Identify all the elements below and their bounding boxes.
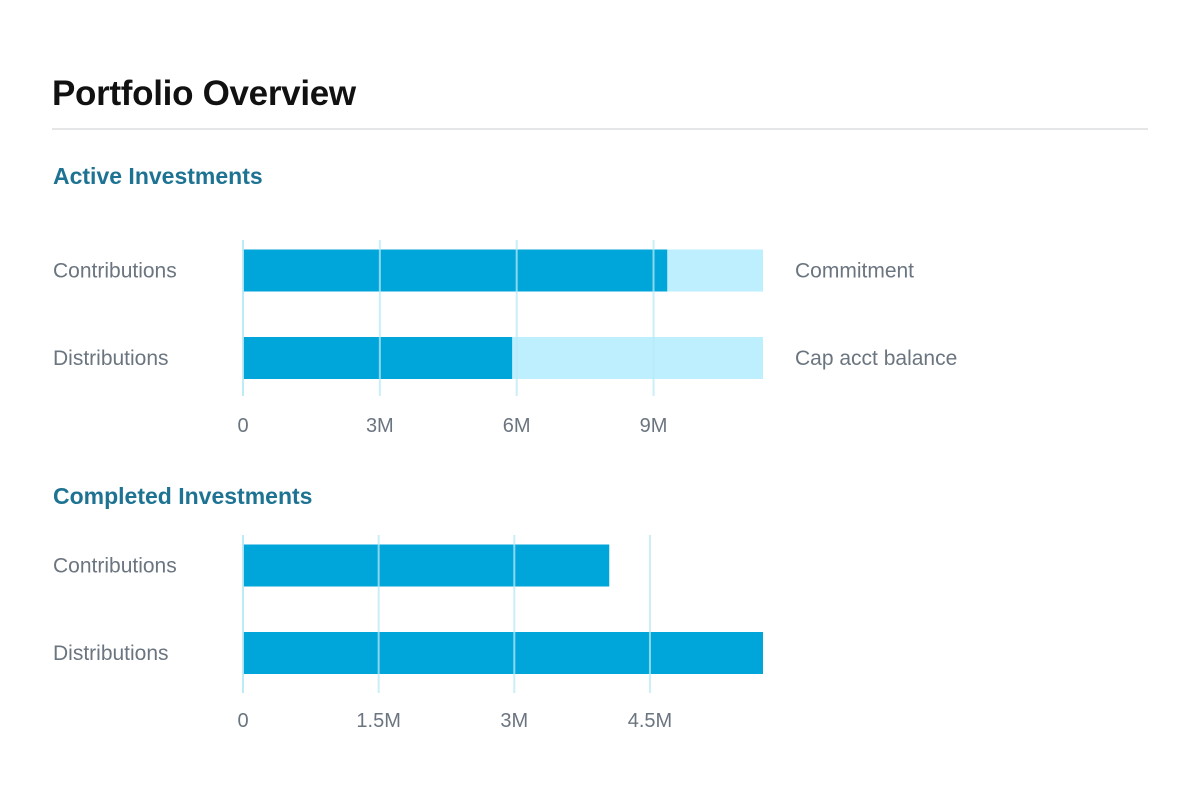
active-category-label: Contributions xyxy=(53,260,177,283)
completed-investments-title: Completed Investments xyxy=(53,483,313,509)
completed-category-label: Distributions xyxy=(53,642,169,665)
completed-tick-label: 4.5M xyxy=(628,710,672,732)
completed-bar-contributions xyxy=(243,544,610,587)
completed-tick-label: 0 xyxy=(237,710,248,732)
completed-investments-chart: 0 1.5M 3M 4.5M Contributions Distributions xyxy=(53,535,763,732)
active-bar-distributions xyxy=(243,337,513,379)
active-tick-label: 6M xyxy=(503,415,531,437)
active-category-label: Distributions xyxy=(53,347,169,370)
active-bar-end-label: Cap acct balance xyxy=(795,347,957,370)
completed-category-label: Contributions xyxy=(53,555,177,578)
active-tick-label: 9M xyxy=(640,415,668,437)
completed-bar-distributions xyxy=(243,632,763,674)
active-investments-chart: 0 3M 6M 9M Contributions Distributions Commitm… xyxy=(53,240,957,437)
active-bar-end-label: Commitment xyxy=(795,260,914,283)
completed-tick-label: 3M xyxy=(500,710,528,732)
active-tick-label: 3M xyxy=(366,415,394,437)
active-tick-label: 0 xyxy=(237,415,248,437)
active-investments-title: Active Investments xyxy=(53,163,263,189)
active-bar-contributions xyxy=(243,249,668,292)
completed-tick-label: 1.5M xyxy=(356,710,400,732)
page-title: Portfolio Overview xyxy=(52,74,356,113)
title-divider xyxy=(52,128,1148,130)
